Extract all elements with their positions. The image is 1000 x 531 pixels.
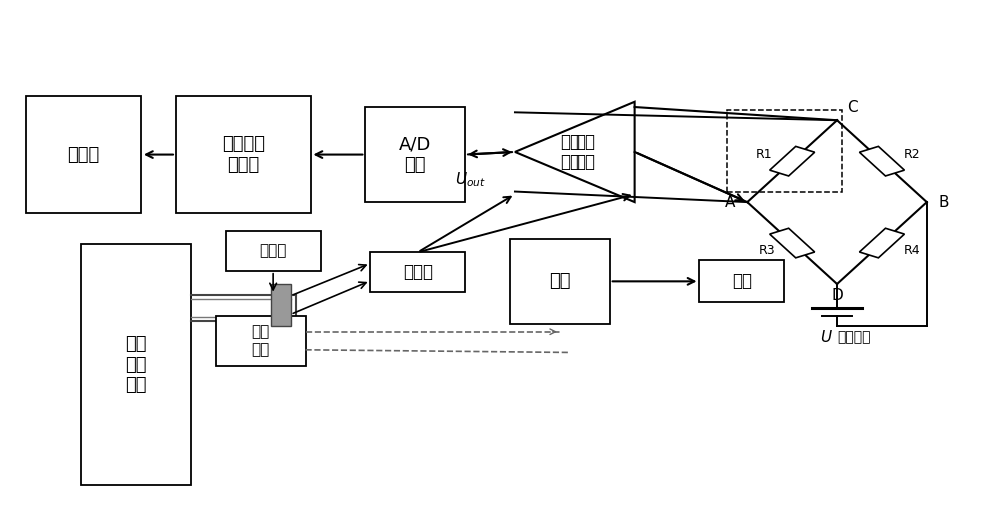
Text: R1: R1 bbox=[756, 148, 773, 161]
Text: 电机
转子: 电机 转子 bbox=[252, 324, 270, 357]
Text: 丝杆: 丝杆 bbox=[732, 272, 752, 290]
Bar bbox=[216, 316, 306, 366]
Bar bbox=[770, 147, 815, 176]
Text: B: B bbox=[939, 195, 949, 210]
Bar bbox=[26, 97, 141, 213]
Bar bbox=[859, 228, 904, 258]
Text: 应变片: 应变片 bbox=[403, 263, 433, 281]
Text: 负载: 负载 bbox=[549, 272, 571, 290]
Bar bbox=[81, 244, 191, 485]
Text: $U_{out}$: $U_{out}$ bbox=[455, 170, 486, 189]
Bar bbox=[226, 231, 320, 271]
Text: C: C bbox=[847, 100, 858, 115]
Text: A: A bbox=[725, 195, 735, 210]
Bar bbox=[176, 97, 311, 213]
Text: 信号
调理: 信号 调理 bbox=[575, 133, 595, 172]
Text: R3: R3 bbox=[759, 244, 776, 258]
Text: $U$: $U$ bbox=[820, 329, 833, 345]
Text: A/D
转换: A/D 转换 bbox=[399, 135, 431, 174]
Bar bbox=[770, 228, 815, 258]
Bar bbox=[271, 284, 291, 326]
Text: R4: R4 bbox=[904, 244, 920, 258]
Text: 计算机: 计算机 bbox=[68, 145, 100, 164]
Text: 静止机架
处理器: 静止机架 处理器 bbox=[222, 135, 265, 174]
Text: 机架
静止
部分: 机架 静止 部分 bbox=[125, 335, 147, 395]
Text: 信号
调理: 信号 调理 bbox=[560, 133, 580, 172]
Bar bbox=[859, 147, 904, 176]
Bar bbox=[370, 252, 465, 292]
Bar bbox=[510, 239, 610, 323]
Text: 弹簧钢: 弹簧钢 bbox=[259, 244, 287, 259]
Text: 参考电压: 参考电压 bbox=[837, 330, 871, 344]
Bar bbox=[727, 110, 842, 192]
Text: R2: R2 bbox=[904, 148, 920, 161]
Bar bbox=[699, 260, 784, 303]
Text: D: D bbox=[831, 288, 843, 303]
Bar bbox=[365, 107, 465, 202]
